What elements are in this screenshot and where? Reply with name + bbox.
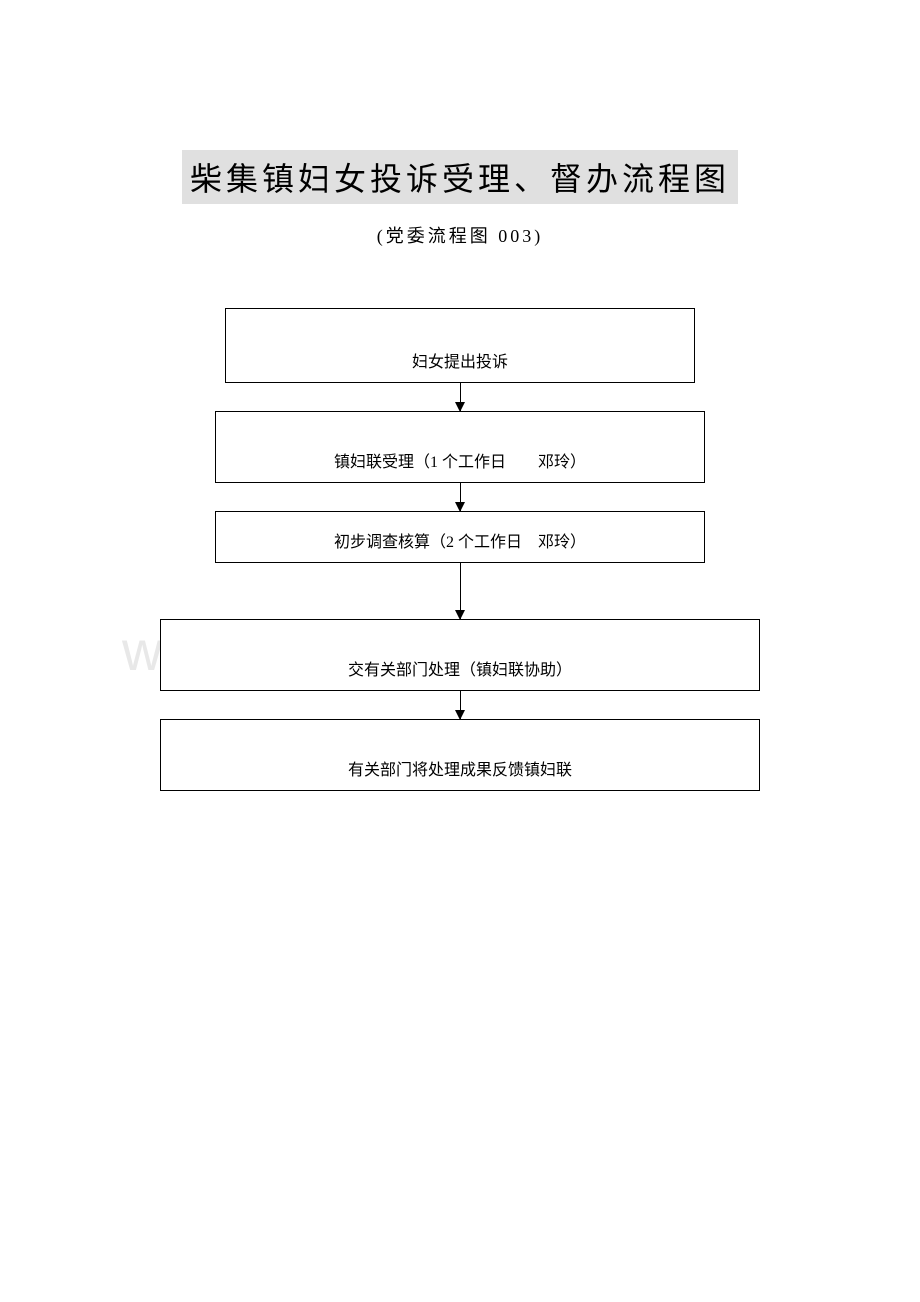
document-subtitle: (党委流程图 003) xyxy=(377,222,544,248)
flow-node-4: 交有关部门处理（镇妇联协助） xyxy=(160,619,760,691)
flow-edge-2 xyxy=(460,483,461,511)
flow-node-2-label: 镇妇联受理（1 个工作日 邓玲） xyxy=(334,448,586,472)
flow-node-5-label: 有关部门将处理成果反馈镇妇联 xyxy=(348,756,572,780)
flow-node-3: 初步调查核算（2 个工作日 邓玲） xyxy=(215,511,705,563)
flow-edge-1 xyxy=(460,383,461,411)
flow-edge-3 xyxy=(460,563,461,619)
flow-node-1-label: 妇女提出投诉 xyxy=(412,348,508,372)
flow-node-2: 镇妇联受理（1 个工作日 邓玲） xyxy=(215,411,705,483)
flowchart-region: // inline adjust watermark via data late… xyxy=(0,308,920,791)
document-title: 柴集镇妇女投诉受理、督办流程图 xyxy=(182,150,738,204)
flow-node-1: 妇女提出投诉 xyxy=(225,308,695,383)
flow-edge-4 xyxy=(460,691,461,719)
flow-node-3-label: 初步调查核算（2 个工作日 邓玲） xyxy=(334,528,586,552)
flow-node-4-label: 交有关部门处理（镇妇联协助） xyxy=(348,656,572,680)
flow-node-5: 有关部门将处理成果反馈镇妇联 xyxy=(160,719,760,791)
page-container: 柴集镇妇女投诉受理、督办流程图 (党委流程图 003) // inline ad… xyxy=(0,0,920,791)
